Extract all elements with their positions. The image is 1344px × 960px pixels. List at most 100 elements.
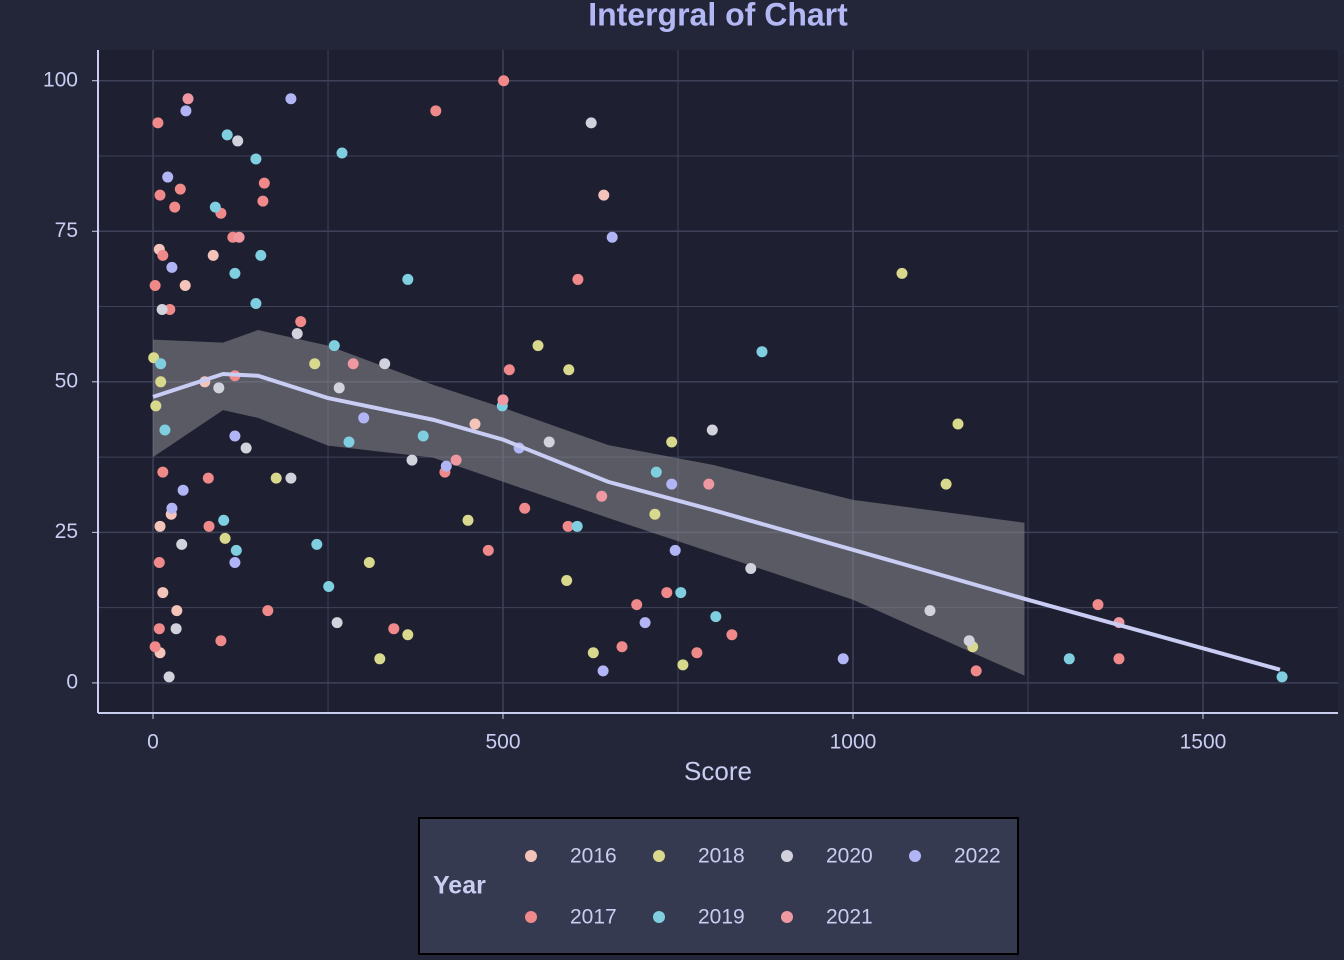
- smooth-line: [152, 371, 1281, 672]
- point: [232, 135, 244, 147]
- legend-marker: [781, 911, 793, 923]
- legend-marker: [653, 850, 665, 862]
- legend-box: [418, 817, 1019, 955]
- point: [155, 358, 167, 370]
- point: [333, 382, 345, 394]
- point: [462, 514, 474, 526]
- point: [650, 466, 662, 478]
- point: [285, 93, 297, 105]
- point: [402, 273, 414, 285]
- point: [153, 623, 165, 635]
- point: [616, 641, 628, 653]
- point: [255, 249, 267, 261]
- point: [311, 538, 323, 550]
- legend-marker: [909, 850, 921, 862]
- point: [213, 382, 225, 394]
- point: [219, 532, 231, 544]
- point: [177, 484, 189, 496]
- x-axis-title: Score: [684, 756, 752, 786]
- point: [406, 454, 418, 466]
- point: [171, 605, 183, 617]
- x-tick-label: 500: [485, 731, 520, 754]
- point: [162, 171, 174, 183]
- point: [166, 261, 178, 273]
- y-tick-label: 50: [55, 369, 78, 392]
- point: [498, 75, 510, 87]
- point: [163, 671, 175, 683]
- point: [170, 623, 182, 635]
- point: [710, 611, 722, 623]
- point: [417, 430, 429, 442]
- y-tick-label: 0: [66, 670, 78, 693]
- point: [229, 267, 241, 279]
- point: [532, 340, 544, 352]
- point: [155, 376, 167, 388]
- legend-marker: [653, 911, 665, 923]
- point: [240, 442, 252, 454]
- point: [639, 617, 651, 629]
- point: [209, 201, 221, 213]
- point: [571, 520, 583, 532]
- point: [440, 460, 452, 472]
- legend-marker: [525, 850, 537, 862]
- point: [924, 605, 936, 617]
- point: [331, 617, 343, 629]
- point: [596, 490, 608, 502]
- chart-title: Intergral of Chart: [588, 0, 848, 32]
- point: [291, 328, 303, 340]
- point: [837, 653, 849, 665]
- point: [295, 316, 307, 328]
- point: [691, 647, 703, 659]
- point: [229, 430, 241, 442]
- point: [543, 436, 555, 448]
- point: [649, 508, 661, 520]
- legend-title: Year: [433, 872, 486, 900]
- point: [169, 201, 181, 213]
- point: [218, 514, 230, 526]
- point: [1063, 653, 1075, 665]
- point: [896, 267, 908, 279]
- point: [726, 629, 738, 641]
- point: [154, 189, 166, 201]
- point: [587, 647, 599, 659]
- point: [179, 279, 191, 291]
- x-tick-label: 0: [147, 731, 159, 754]
- point: [153, 556, 165, 568]
- point: [164, 304, 176, 316]
- point: [347, 358, 359, 370]
- point: [207, 249, 219, 261]
- point: [262, 605, 274, 617]
- point: [150, 400, 162, 412]
- point: [157, 587, 169, 599]
- point: [180, 105, 192, 117]
- point: [174, 183, 186, 195]
- legend-label: 2019: [698, 906, 745, 929]
- legend-label: 2016: [570, 845, 617, 868]
- point: [661, 587, 673, 599]
- legend-marker: [781, 850, 793, 862]
- point: [250, 298, 262, 310]
- point: [285, 472, 297, 484]
- point: [482, 544, 494, 556]
- point: [703, 478, 715, 490]
- point: [154, 520, 166, 532]
- y-tick-label: 25: [55, 520, 78, 543]
- point: [585, 117, 597, 129]
- point: [430, 105, 442, 117]
- point: [182, 93, 194, 105]
- point: [258, 177, 270, 189]
- y-tick-label: 75: [55, 219, 78, 242]
- legend-label: 2021: [826, 906, 873, 929]
- point: [374, 653, 386, 665]
- point: [675, 587, 687, 599]
- point: [363, 556, 375, 568]
- point: [756, 346, 768, 358]
- point: [230, 544, 242, 556]
- point: [606, 231, 618, 243]
- point: [336, 147, 348, 159]
- point: [706, 424, 718, 436]
- point: [503, 364, 515, 376]
- point: [388, 623, 400, 635]
- point: [229, 556, 241, 568]
